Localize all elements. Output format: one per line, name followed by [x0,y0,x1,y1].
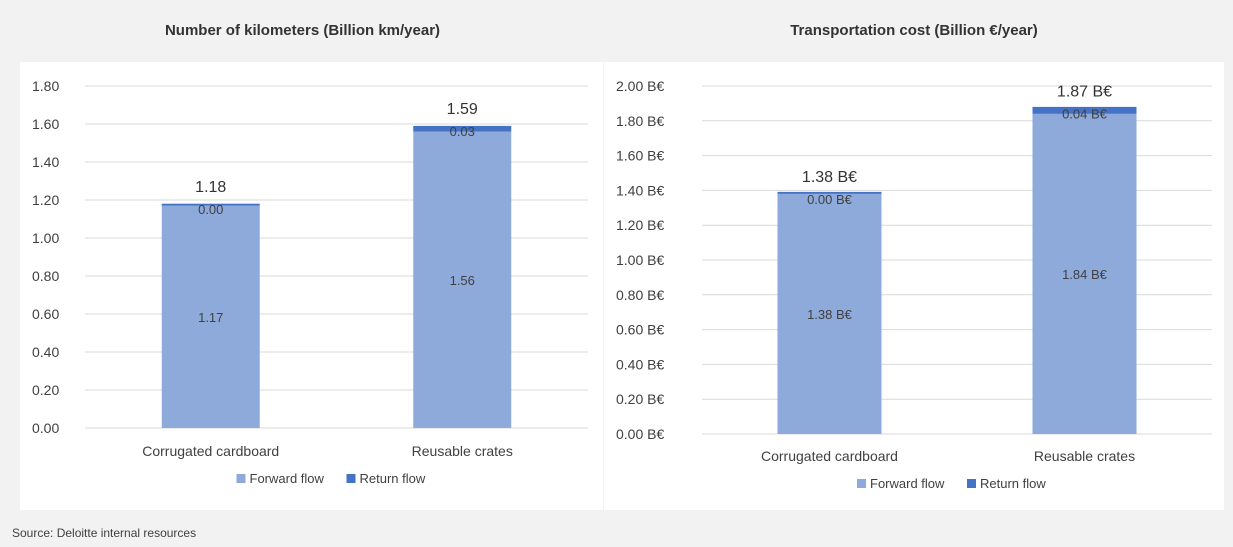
y-tick-label: 0.80 B€ [616,287,664,303]
y-tick-label: 0.40 [32,344,59,360]
y-tick-label: 0.20 [32,382,59,398]
forward-flow-bar [161,205,260,428]
forward-flow-bar [777,193,882,434]
y-tick-label: 1.60 B€ [616,148,664,164]
return-flow-data-label: 0.00 [198,202,223,217]
legend-label-forward: Forward flow [870,476,945,491]
legend-swatch-forward [857,479,866,488]
category-label: Corrugated cardboard [142,443,279,459]
forward-flow-bar [1032,113,1137,434]
y-tick-label: 1.00 B€ [616,252,664,268]
y-tick-label: 0.60 [32,306,59,322]
y-tick-label: 0.40 B€ [616,356,664,372]
category-label: Reusable crates [1034,448,1135,464]
total-label: 1.18 [195,179,226,196]
forward-flow-data-label: 1.84 B€ [1062,267,1108,282]
legend-swatch-return [967,479,976,488]
legend-swatch-return [346,474,356,483]
total-label: 1.38 B€ [802,169,857,186]
return-flow-bar [413,125,512,132]
source-note: Source: Deloitte internal resources [12,526,197,540]
chart-2-plot: 0.00 B€ 0.20 B€ 0.40 B€ 0.60 B€ 0.80 B€ 1.00 … [616,78,1212,491]
legend-label-return: Return flow [360,471,426,486]
return-flow-data-label: 0.04 B€ [1062,107,1108,122]
y-tick-label: 1.00 [32,230,59,246]
y-tick-label: 1.40 B€ [616,182,664,198]
legend-label-return: Return flow [980,476,1046,491]
y-tick-label: 0.60 B€ [616,322,664,338]
forward-flow-data-label: 1.38 B€ [807,307,853,322]
y-tick-label: 0.00 [32,420,59,436]
return-flow-bar [161,203,260,206]
total-label: 1.87 B€ [1057,84,1112,101]
y-tick-label: 1.80 [32,78,59,94]
total-label: 1.59 [447,101,478,118]
forward-flow-data-label: 1.56 [450,273,475,288]
category-label: Reusable crates [412,443,513,459]
chart-2-title: Transportation cost (Billion €/year) [790,22,1038,39]
legend-swatch-forward [236,474,246,483]
category-label: Corrugated cardboard [761,448,898,464]
return-flow-bar [777,191,882,194]
y-tick-label: 1.60 [32,116,59,132]
chart-2-panel: 0.00 B€ 0.20 B€ 0.40 B€ 0.60 B€ 0.80 B€ 1.00 … [604,62,1224,510]
return-flow-bar [1032,106,1137,114]
y-tick-label: 1.20 B€ [616,217,664,233]
y-tick-label: 0.20 B€ [616,391,664,407]
chart-1-plot: 0.00 0.20 0.40 0.60 0.80 1.00 1.20 1.40 1.60 1.80… [32,78,588,486]
y-tick-label: 0.80 [32,268,59,284]
y-tick-label: 1.80 B€ [616,113,664,129]
legend-label-forward: Forward flow [250,471,325,486]
return-flow-data-label: 0.03 [450,124,475,139]
y-tick-label: 1.40 [32,154,59,170]
y-tick-label: 1.20 [32,192,59,208]
chart-1-panel: 0.00 0.20 0.40 0.60 0.80 1.00 1.20 1.40 1.60 1.80… [20,62,603,510]
return-flow-data-label: 0.00 B€ [807,192,853,207]
y-tick-label: 0.00 B€ [616,426,664,442]
forward-flow-data-label: 1.17 [198,310,223,325]
y-tick-label: 2.00 B€ [616,78,664,94]
forward-flow-bar [413,131,512,428]
chart-1-title: Number of kilometers (Billion km/year) [164,22,441,39]
